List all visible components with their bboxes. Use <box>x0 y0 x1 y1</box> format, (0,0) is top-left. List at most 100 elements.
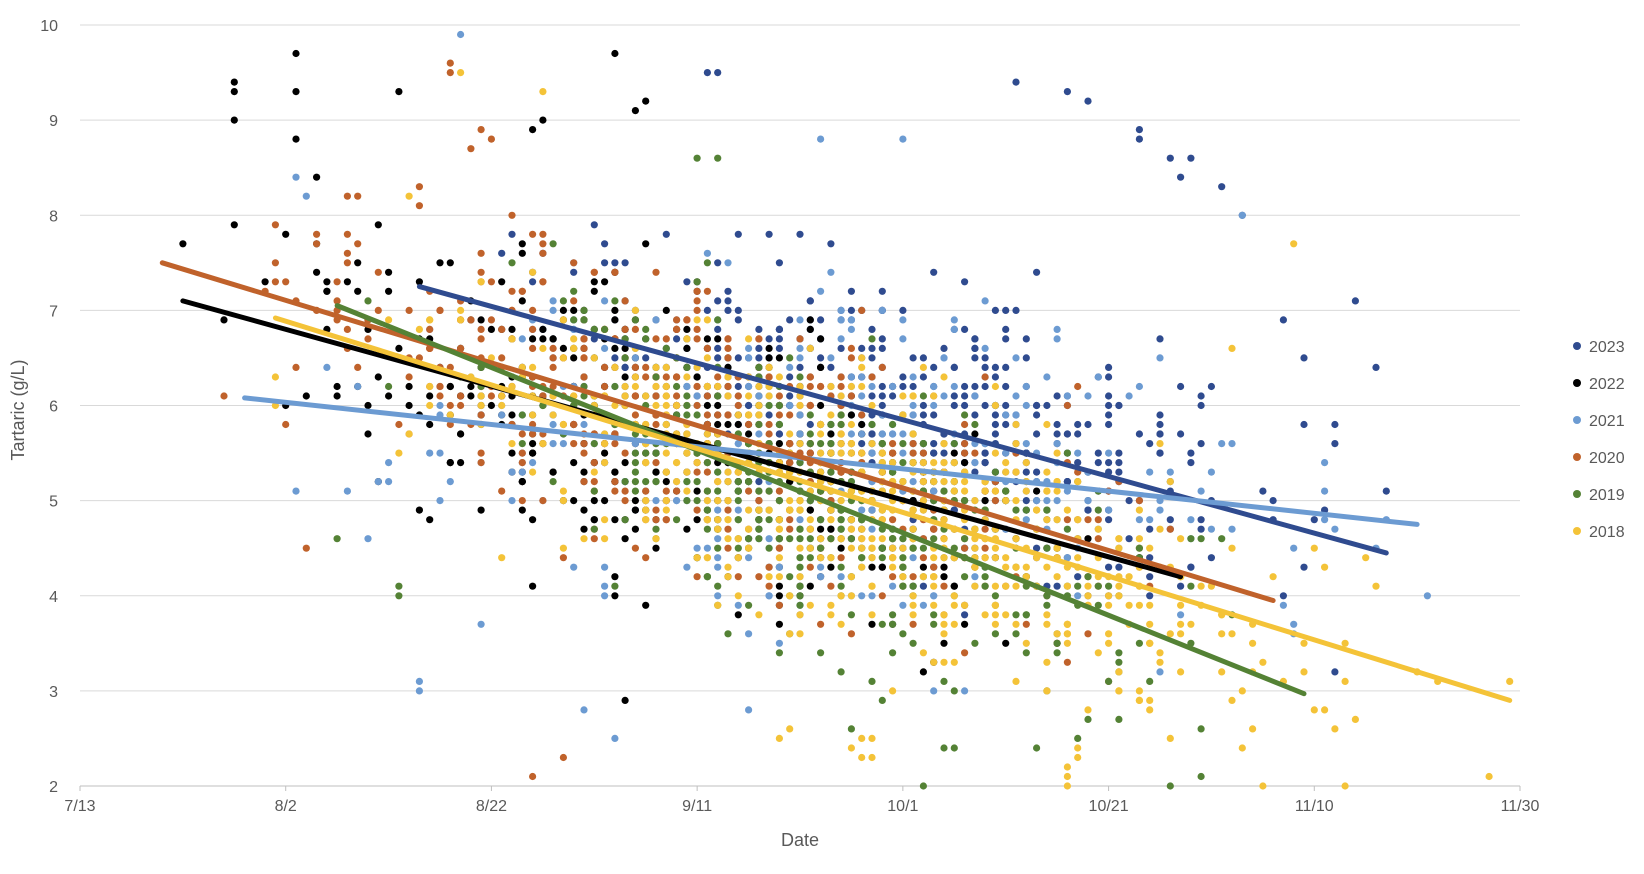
data-point-2022 <box>415 278 423 286</box>
data-point-2019 <box>395 582 403 590</box>
data-point-2022 <box>457 459 465 467</box>
data-point-2020 <box>642 363 650 371</box>
data-point-2018 <box>1135 535 1143 543</box>
data-point-2021 <box>1125 392 1133 400</box>
data-point-2023 <box>1063 430 1071 438</box>
data-point-2020 <box>724 335 732 343</box>
data-point-2021 <box>940 392 948 400</box>
data-point-2020 <box>868 373 876 381</box>
data-point-2018 <box>971 525 979 533</box>
data-point-2023 <box>734 382 742 391</box>
data-point-2018 <box>775 525 784 533</box>
data-point-2018 <box>1269 573 1277 581</box>
data-point-2021 <box>549 420 557 429</box>
data-point-2022 <box>354 259 362 267</box>
data-point-2018 <box>734 535 742 543</box>
data-point-2018 <box>847 420 856 429</box>
data-point-2023 <box>1146 440 1154 448</box>
data-point-2022 <box>775 620 784 628</box>
data-point-2020 <box>961 449 969 457</box>
data-point-2023 <box>817 354 825 362</box>
data-point-2020 <box>693 297 701 305</box>
data-point-2019 <box>1115 649 1123 657</box>
data-point-2022 <box>1033 487 1041 495</box>
data-point-2018 <box>724 468 732 476</box>
data-point-2020 <box>745 487 753 495</box>
data-point-2021 <box>765 535 773 543</box>
data-point-2019 <box>734 478 742 486</box>
data-point-2022 <box>642 240 650 248</box>
data-point-2020 <box>755 335 763 343</box>
data-point-2018 <box>858 563 866 571</box>
data-point-2020 <box>878 363 886 371</box>
data-point-2019 <box>1053 649 1061 657</box>
data-point-2020 <box>703 344 712 352</box>
data-point-2019 <box>734 544 742 552</box>
data-point-2018 <box>714 497 722 505</box>
data-point-2018 <box>786 497 794 505</box>
data-point-2020 <box>343 192 351 200</box>
data-point-2019 <box>683 478 691 486</box>
data-point-2020 <box>580 335 588 343</box>
data-point-2018 <box>991 449 1000 457</box>
data-point-2018 <box>714 382 722 391</box>
data-point-2020 <box>570 259 578 267</box>
data-point-2018 <box>693 316 701 324</box>
data-point-2021 <box>775 563 784 571</box>
data-point-2019 <box>693 278 701 286</box>
data-point-2021 <box>611 734 619 743</box>
data-point-2018 <box>796 506 804 514</box>
data-point-2023 <box>1012 306 1020 314</box>
data-point-2021 <box>796 516 804 524</box>
data-point-2020 <box>508 287 516 295</box>
data-point-2018 <box>642 459 650 467</box>
data-point-2018 <box>1341 782 1349 790</box>
data-point-2019 <box>1197 772 1205 781</box>
data-point-2020 <box>436 382 444 391</box>
data-point-2018 <box>1115 544 1123 552</box>
data-point-2018 <box>652 363 660 371</box>
data-point-2022 <box>374 221 382 229</box>
data-point-2023 <box>765 230 773 238</box>
data-point-2021 <box>786 363 794 371</box>
data-point-2020 <box>919 449 928 457</box>
data-point-2018 <box>539 440 547 448</box>
data-point-2018 <box>498 554 506 562</box>
data-point-2018 <box>837 592 845 600</box>
data-point-2019 <box>806 430 814 438</box>
data-point-2019 <box>652 449 660 457</box>
data-point-2023 <box>981 401 989 410</box>
data-point-2022 <box>230 116 238 124</box>
data-point-2018 <box>1321 563 1329 571</box>
data-point-2018 <box>991 544 1000 552</box>
data-point-2018 <box>508 440 516 448</box>
data-point-2023 <box>1074 420 1082 429</box>
data-point-2020 <box>909 620 917 628</box>
data-point-2021 <box>1156 354 1164 362</box>
data-point-2019 <box>878 440 886 448</box>
data-point-2021 <box>1084 497 1092 505</box>
data-point-2019 <box>919 782 928 790</box>
data-point-2021 <box>919 601 928 609</box>
data-point-2019 <box>775 497 784 505</box>
data-point-2020 <box>683 316 691 324</box>
trendline-2022 <box>180 298 1184 580</box>
data-point-2020 <box>333 278 341 286</box>
data-point-2022 <box>683 344 691 352</box>
data-point-2020 <box>580 344 588 352</box>
data-point-2018 <box>529 363 537 371</box>
data-point-2018 <box>950 592 958 600</box>
data-point-2018 <box>796 611 804 619</box>
data-point-2018 <box>940 620 948 628</box>
data-point-2018 <box>457 306 465 314</box>
data-point-2020 <box>446 401 454 410</box>
data-point-2022 <box>693 487 701 495</box>
data-point-2021 <box>683 382 691 391</box>
data-point-2023 <box>981 354 989 362</box>
y-axis-ticks: 2 3 4 5 6 7 8 9 10 <box>40 18 58 796</box>
data-point-2023 <box>1115 401 1123 410</box>
data-point-2021 <box>909 554 917 562</box>
data-point-2021 <box>601 582 609 590</box>
data-point-2019 <box>1022 611 1030 619</box>
data-point-2023 <box>909 354 917 362</box>
